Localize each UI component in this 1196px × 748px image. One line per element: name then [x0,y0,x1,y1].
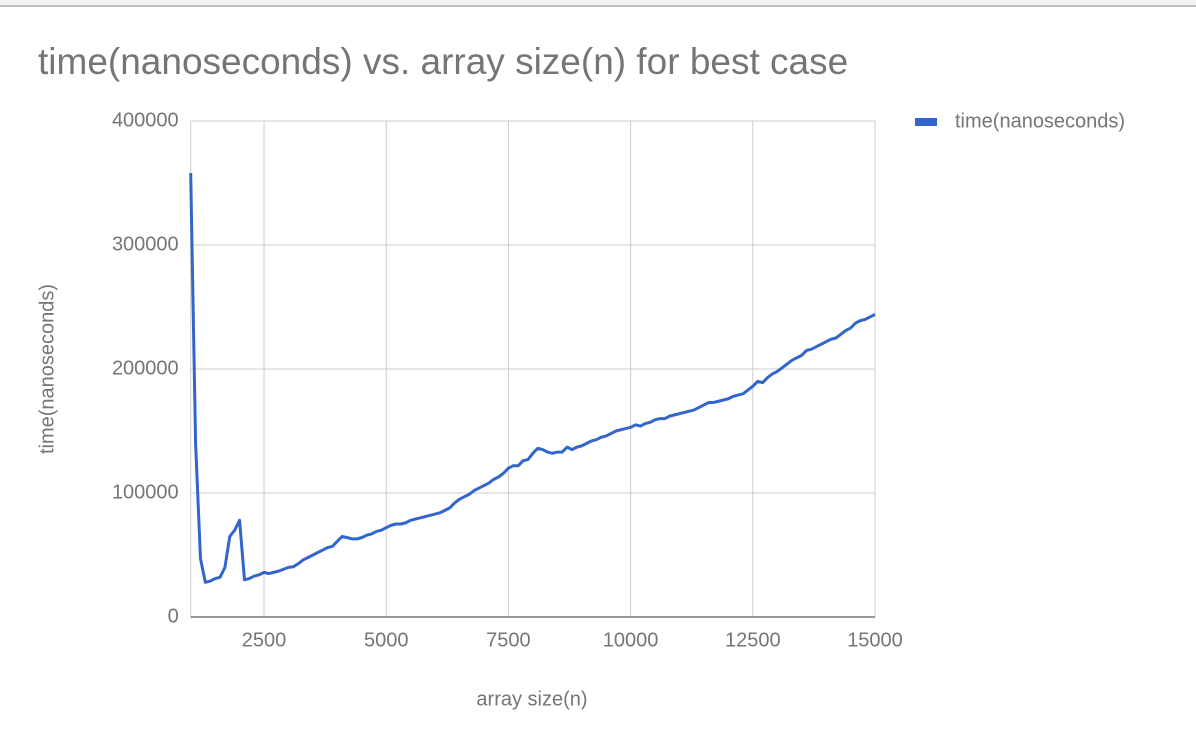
y-axis-label: time(nanoseconds) [36,284,58,454]
y-tick-label: 0 [168,605,179,627]
legend-label: time(nanoseconds) [955,110,1125,132]
x-axis-label: array size(n) [476,688,587,710]
x-tick-label: 5000 [364,629,409,651]
y-tick-label: 300000 [112,233,179,255]
x-tick-label: 7500 [486,629,531,651]
x-tick-label: 10000 [603,629,659,651]
legend-swatch [915,118,937,126]
x-tick-label: 15000 [847,629,903,651]
y-tick-label: 400000 [112,109,179,131]
chart-title: time(nanoseconds) vs. array size(n) for … [38,41,848,82]
sheet-strip [0,0,1196,6]
data-line [189,173,876,584]
y-tick-label: 200000 [112,357,179,379]
x-tick-label: 2500 [242,629,287,651]
y-tick-label: 100000 [112,481,179,503]
x-tick-label: 12500 [725,629,781,651]
